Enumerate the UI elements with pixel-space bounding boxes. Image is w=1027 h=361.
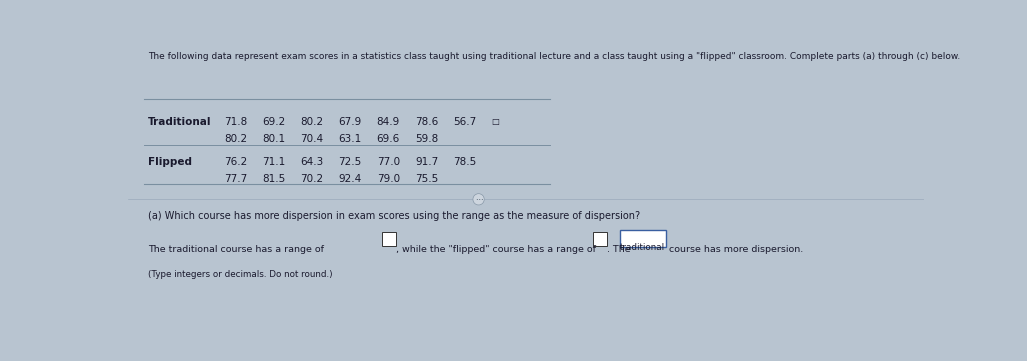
Text: (Type integers or decimals. Do not round.): (Type integers or decimals. Do not round… (148, 270, 333, 279)
Text: 70.2: 70.2 (300, 174, 324, 184)
Text: 78.5: 78.5 (453, 157, 477, 167)
Text: (a) Which course has more dispersion in exam scores using the range as the measu: (a) Which course has more dispersion in … (148, 212, 641, 222)
Text: 77.7: 77.7 (224, 174, 248, 184)
Text: traditional: traditional (620, 243, 665, 252)
Text: 84.9: 84.9 (377, 117, 400, 127)
Text: 80.2: 80.2 (224, 135, 248, 144)
Text: 56.7: 56.7 (453, 117, 477, 127)
Text: 71.8: 71.8 (224, 117, 248, 127)
Text: 70.4: 70.4 (300, 135, 324, 144)
Text: course has more dispersion.: course has more dispersion. (665, 245, 803, 254)
Text: 91.7: 91.7 (415, 157, 439, 167)
Text: 64.3: 64.3 (300, 157, 324, 167)
Text: 71.1: 71.1 (262, 157, 286, 167)
Text: 59.8: 59.8 (415, 135, 439, 144)
Text: 78.6: 78.6 (415, 117, 439, 127)
Text: . The: . The (607, 245, 634, 254)
Bar (593, 232, 607, 246)
Text: 76.2: 76.2 (224, 157, 248, 167)
Bar (619, 230, 665, 247)
Text: 79.0: 79.0 (377, 174, 400, 184)
Text: The following data represent exam scores in a statistics class taught using trad: The following data represent exam scores… (148, 52, 960, 61)
Text: 77.0: 77.0 (377, 157, 400, 167)
Bar (382, 232, 396, 246)
Text: 81.5: 81.5 (262, 174, 286, 184)
Text: ⋯: ⋯ (474, 195, 483, 204)
Text: 72.5: 72.5 (339, 157, 362, 167)
Text: □: □ (491, 117, 499, 126)
Text: 80.2: 80.2 (300, 117, 324, 127)
Text: The traditional course has a range of: The traditional course has a range of (148, 245, 328, 254)
Text: 63.1: 63.1 (339, 135, 362, 144)
Text: 69.2: 69.2 (262, 117, 286, 127)
Text: 92.4: 92.4 (339, 174, 362, 184)
Text: Traditional: Traditional (148, 117, 212, 127)
Text: 67.9: 67.9 (339, 117, 362, 127)
Text: Flipped: Flipped (148, 157, 192, 167)
Text: 80.1: 80.1 (262, 135, 286, 144)
Text: 69.6: 69.6 (377, 135, 400, 144)
Text: , while the "flipped" course has a range of: , while the "flipped" course has a range… (396, 245, 600, 254)
Text: 75.5: 75.5 (415, 174, 439, 184)
